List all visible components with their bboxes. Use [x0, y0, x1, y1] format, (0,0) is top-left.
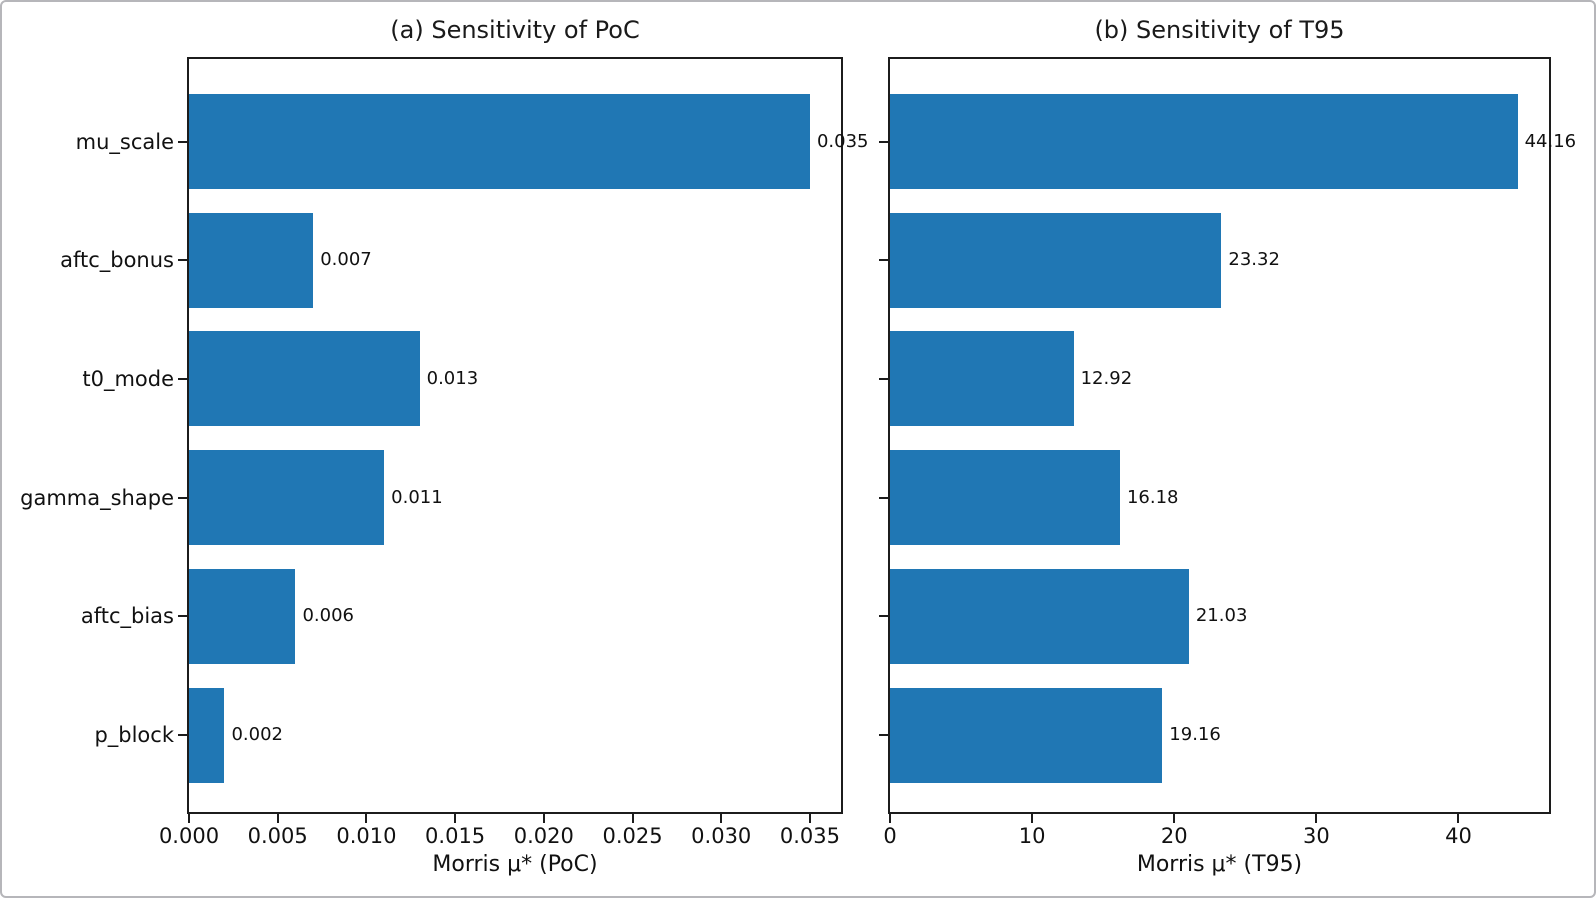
- bar-aftc_bias: [189, 568, 296, 664]
- y-tick: [879, 496, 888, 499]
- bar-aftc_bonus: [189, 212, 314, 308]
- bar-p_block: [189, 687, 225, 783]
- x-tick-label: 0.020: [513, 824, 574, 848]
- x-tick-label: 10: [1018, 824, 1046, 848]
- t95-x-axis-label: Morris μ* (T95): [1136, 852, 1303, 877]
- x-tick: [276, 814, 279, 823]
- x-tick: [188, 814, 190, 823]
- x-tick-label: 0.030: [691, 824, 752, 848]
- y-tick: [178, 615, 187, 618]
- bar-value-label: 0.002: [231, 724, 283, 745]
- x-tick: [1315, 814, 1318, 823]
- bar-value-label: 23.32: [1228, 249, 1280, 271]
- bar-value-label: 0.007: [320, 249, 372, 271]
- bar-mu_scale: [189, 94, 810, 189]
- bar-t0_mode: [890, 331, 1074, 427]
- x-tick-label: 0: [883, 824, 897, 848]
- x-tick: [365, 814, 368, 823]
- t95-chart-title: (b) Sensitivity of T95: [1094, 16, 1345, 44]
- x-tick: [889, 814, 891, 823]
- y-tick: [879, 259, 888, 262]
- x-tick-label: 20: [1160, 824, 1188, 848]
- x-tick-label: 0.035: [779, 824, 840, 848]
- bar-aftc_bonus: [890, 212, 1222, 308]
- x-tick: [720, 814, 723, 823]
- x-tick-label: 0.000: [158, 824, 220, 848]
- y-tick: [178, 377, 187, 380]
- x-tick-label: 0.015: [425, 824, 486, 848]
- x-tick: [1031, 814, 1034, 823]
- bar-value-label: 16.18: [1126, 486, 1179, 508]
- y-tick: [178, 496, 187, 499]
- category-label-t0_mode: t0_mode: [82, 366, 174, 391]
- y-tick: [879, 734, 888, 736]
- x-tick: [542, 814, 545, 823]
- bar-value-label: 0.011: [391, 486, 443, 508]
- x-tick-label: 40: [1445, 824, 1472, 848]
- bar-value-label: 44.16: [1524, 130, 1577, 152]
- y-tick: [178, 259, 187, 262]
- bar-value-label: 0.013: [426, 367, 479, 389]
- category-label-p_block: p_block: [94, 723, 174, 747]
- y-tick: [178, 734, 187, 736]
- x-tick: [1173, 814, 1176, 823]
- category-label-gamma_shape: gamma_shape: [20, 485, 174, 510]
- x-tick-label: 0.005: [247, 824, 308, 848]
- y-tick: [879, 377, 888, 380]
- t95-chart-axes: 44.16 23.32 12.92 16.18 21.03 19.16 0 10 20 30 40: [879, 57, 1576, 848]
- poc-x-axis-label: Morris μ* (PoC): [432, 852, 598, 877]
- poc-chart-title: (a) Sensitivity of PoC: [390, 16, 640, 44]
- x-tick: [1457, 814, 1460, 823]
- bar-aftc_bias: [890, 568, 1189, 664]
- x-tick: [631, 814, 634, 823]
- bar-value-label: 0.035: [816, 130, 869, 152]
- bar-t0_mode: [189, 331, 420, 427]
- bar-mu_scale: [890, 94, 1518, 189]
- bar-gamma_shape: [890, 450, 1120, 546]
- y-tick: [178, 140, 187, 143]
- x-tick: [454, 814, 457, 823]
- bar-value-label: 0.006: [302, 605, 354, 627]
- category-label-aftc_bias: aftc_bias: [80, 604, 174, 629]
- category-label-mu_scale: mu_scale: [75, 129, 174, 154]
- x-tick-label: 0.025: [602, 824, 663, 848]
- x-tick-label: 30: [1302, 824, 1330, 848]
- x-tick: [808, 814, 811, 823]
- bar-gamma_shape: [189, 450, 385, 546]
- poc-chart-axes: 0.035 mu_scale 0.007 aftc_bonus 0.013 t0_mode…: [20, 57, 868, 848]
- y-tick: [879, 615, 888, 618]
- category-label-aftc_bonus: aftc_bonus: [60, 248, 174, 273]
- bar-p_block: [890, 687, 1163, 783]
- bar-value-label: 19.16: [1169, 724, 1221, 745]
- bar-value-label: 21.03: [1195, 605, 1248, 627]
- x-tick-label: 0.010: [336, 824, 397, 848]
- bar-value-label: 12.92: [1080, 367, 1133, 389]
- y-tick: [879, 140, 888, 143]
